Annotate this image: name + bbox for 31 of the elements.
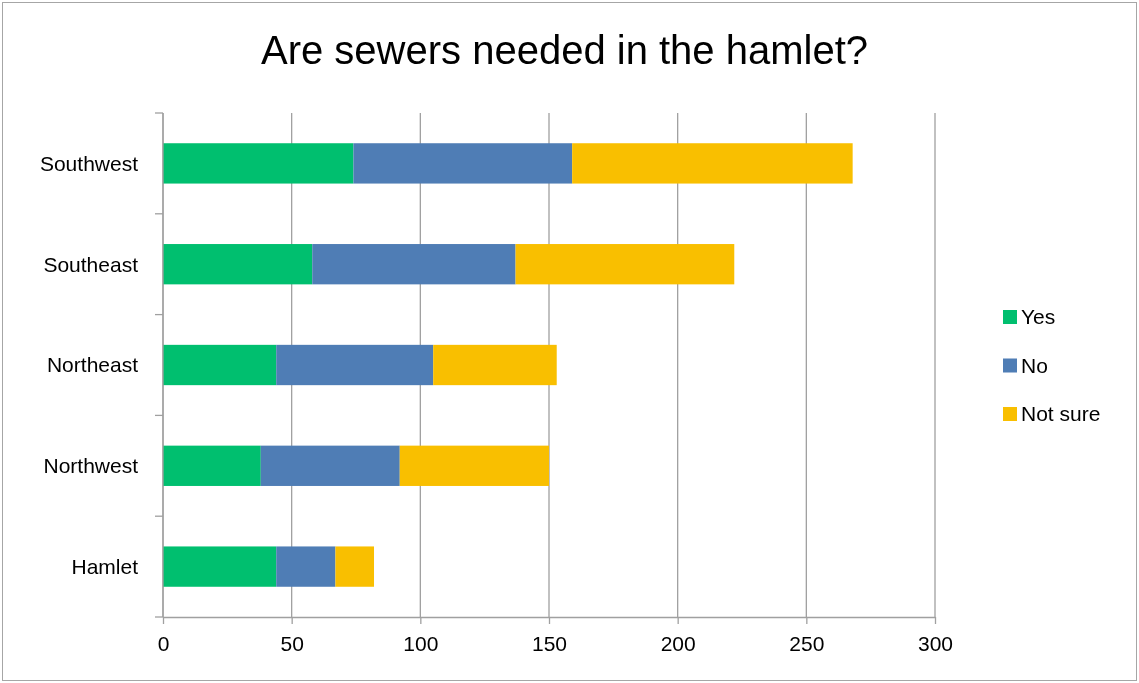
y-tick-label: Hamlet xyxy=(71,554,139,578)
bar xyxy=(163,546,277,587)
bar xyxy=(399,445,549,486)
bar xyxy=(163,244,313,285)
chart-title: Are sewers needed in the hamlet? xyxy=(260,28,869,72)
y-tick-label: Northwest xyxy=(43,454,139,478)
x-tick-label: 0 xyxy=(157,631,170,655)
x-tick-label: 50 xyxy=(280,631,304,655)
x-tick-label: 100 xyxy=(403,631,439,655)
bar xyxy=(260,445,400,486)
bar xyxy=(163,445,261,486)
bar xyxy=(163,344,277,386)
bar xyxy=(276,546,336,587)
x-tick-label: 200 xyxy=(660,631,696,655)
bar xyxy=(312,244,516,285)
bar xyxy=(572,143,853,184)
bar xyxy=(163,143,354,184)
y-tick-label: Southeast xyxy=(43,252,139,276)
legend-label: No xyxy=(1021,353,1048,377)
x-tick-label: 300 xyxy=(917,631,954,655)
legend-label: Yes xyxy=(1021,305,1056,329)
x-tick-label: 250 xyxy=(789,631,825,655)
bar xyxy=(335,546,375,587)
bar xyxy=(433,344,557,386)
x-tick-label: 150 xyxy=(531,631,568,655)
y-tick-label: Northeast xyxy=(46,353,139,377)
bar xyxy=(353,143,573,184)
bar xyxy=(515,244,735,285)
y-tick-label: Southwest xyxy=(39,151,139,175)
legend-label: Not sure xyxy=(1021,402,1101,426)
bar xyxy=(276,344,434,386)
